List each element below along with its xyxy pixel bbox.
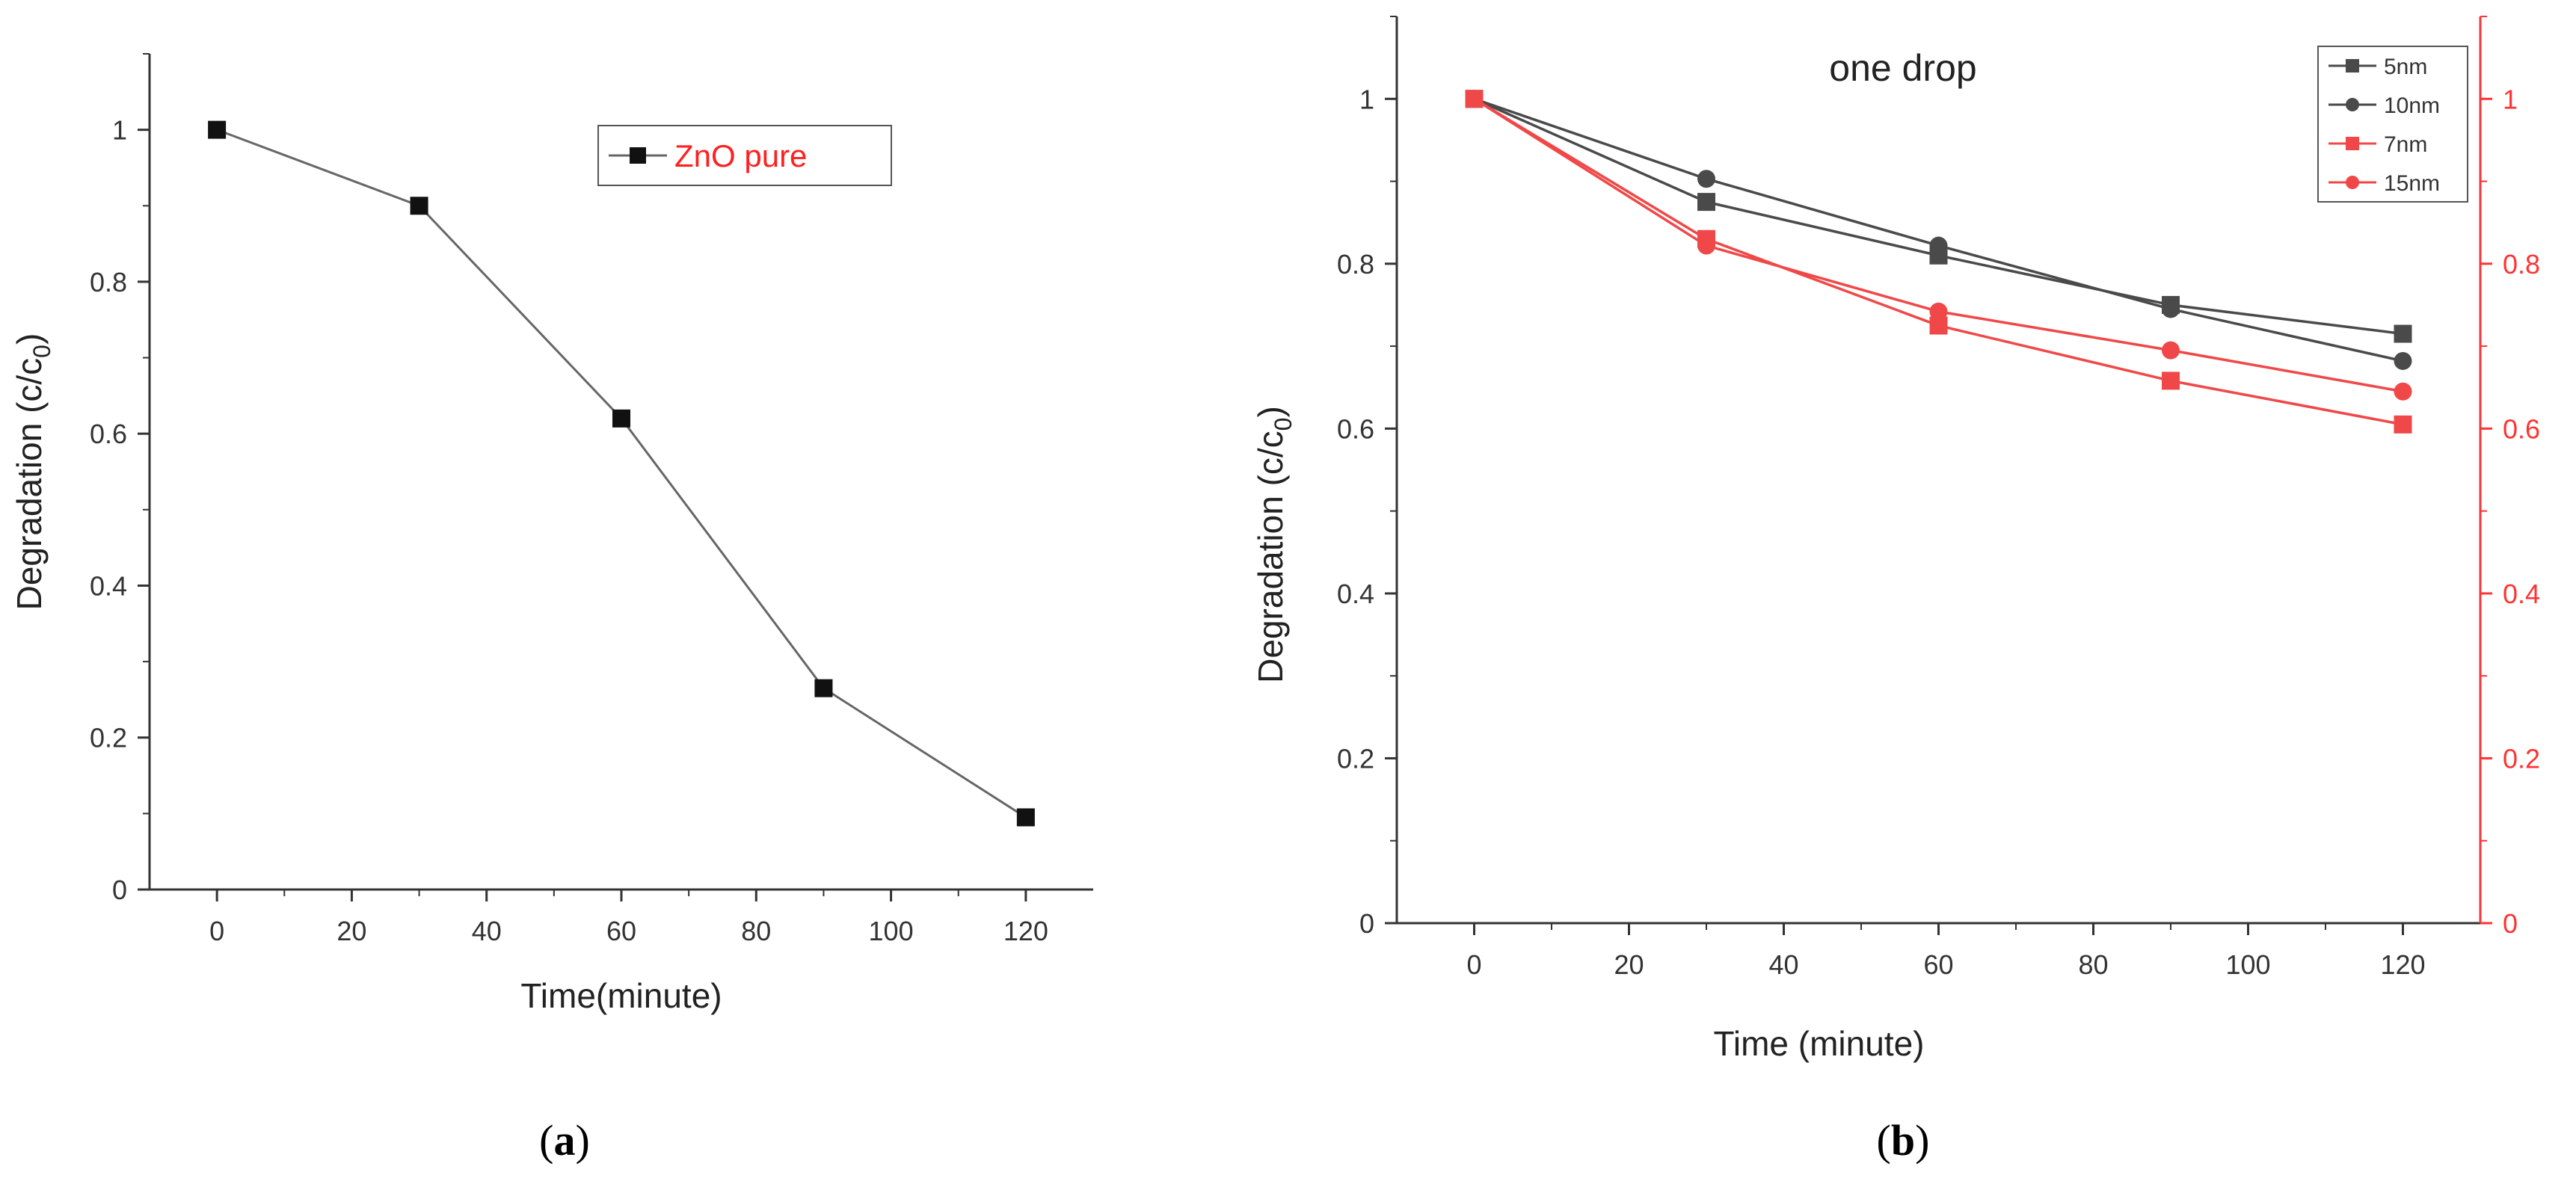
legend-label: 7nm [2384, 132, 2427, 157]
y-axis-label-close: ) [1251, 406, 1290, 417]
data-point [2394, 351, 2412, 370]
data-point [1929, 302, 1948, 321]
panel-label-open: ( [539, 1116, 553, 1165]
legend-marker [2346, 137, 2359, 150]
panel-label-open: ( [1877, 1116, 1891, 1165]
panel-label-close: ) [576, 1116, 590, 1165]
series-zno-pure [208, 120, 1035, 827]
y-tick-label: 0.8 [1337, 249, 1374, 280]
data-point [2162, 300, 2180, 318]
legend-label: ZnO pure [674, 138, 807, 173]
y2-tick-label: 0.4 [2503, 579, 2540, 609]
x-tick-label: 40 [472, 916, 502, 946]
data-point [1697, 236, 1715, 255]
y2-tick-label: 0.2 [2503, 743, 2540, 774]
y-tick-label: 0.2 [90, 723, 127, 753]
y-tick-label: 0.2 [1337, 743, 1374, 774]
panel-label-letter: a [554, 1116, 576, 1165]
legend-label: 5nm [2384, 55, 2427, 79]
y-tick-label: 0 [1359, 908, 1374, 939]
data-point [2162, 372, 2180, 390]
y-axis-label-main: Degradation (c/c [1251, 431, 1290, 683]
x-tick-label: 80 [741, 916, 771, 946]
data-point [1697, 170, 1715, 188]
y2-tick-label: 0.8 [2503, 249, 2540, 280]
series-15nm [1465, 90, 2412, 401]
y-axis-label-main: Degradation (c/c [10, 358, 49, 611]
data-point [814, 679, 833, 697]
x-axis-label: Time (minute) [1714, 1024, 1925, 1063]
data-point [1929, 236, 1948, 255]
x-tick-label: 20 [1614, 949, 1644, 980]
data-point [2394, 415, 2412, 434]
data-point [208, 120, 227, 139]
data-point [1016, 808, 1035, 827]
x-tick-label: 120 [1003, 916, 1048, 946]
y-axis-label: Degradation (c/c0) [1251, 406, 1297, 683]
chart-panel-a: 0 20 40 60 80 100 120 0 0.2 0.4 0.6 0.8 1 ZnO pure Tim… [10, 53, 1093, 1165]
panel-label-close: ) [1915, 1116, 1929, 1165]
legend-marker [2346, 98, 2359, 111]
x-tick-label: 60 [1923, 949, 1953, 980]
x-tick-label: 40 [1768, 949, 1798, 980]
series-line [216, 129, 1027, 819]
x-tick-label: 80 [2078, 949, 2108, 980]
x-tick-label: 0 [209, 916, 224, 946]
y-axis-label: Degradation (c/c0) [10, 333, 55, 611]
data-point [2394, 382, 2412, 401]
y-tick-label: 0.8 [90, 267, 127, 298]
data-point [612, 409, 630, 428]
y-axis-label-close: ) [10, 333, 49, 345]
data-point [2162, 341, 2180, 360]
legend-label: 10nm [2384, 93, 2440, 118]
x-axis-label: Time(minute) [520, 976, 722, 1015]
y-tick-label: 0 [112, 875, 127, 905]
panel-label-letter: b [1891, 1116, 1915, 1165]
y2-tick-label: 1 [2503, 84, 2518, 114]
x-tick-label: 60 [606, 916, 636, 946]
data-point [1465, 90, 1484, 108]
legend-box [2317, 46, 2468, 203]
panel-label: (b) [1877, 1116, 1930, 1165]
y-tick-label: 0.6 [90, 419, 127, 449]
legend-label: 15nm [2384, 171, 2440, 196]
legend-marker [630, 147, 646, 164]
data-point [410, 197, 428, 215]
legend: 5nm 10nm 7nm 15nm [2317, 46, 2468, 203]
x-tick-label: 120 [2380, 949, 2425, 980]
y-axis-label-subscript: 0 [1270, 418, 1297, 431]
x-tick-label: 0 [1466, 949, 1481, 980]
data-point [1697, 193, 1715, 212]
legend: ZnO pure [597, 125, 892, 186]
chart-panel-b: 0 20 40 60 80 100 120 0 0.2 0.4 0.6 0.8 1 0 0.2 0.4 0.6 0… [1251, 16, 2540, 1165]
series-10nm [1465, 90, 2412, 370]
y2-tick-label: 0.6 [2503, 413, 2540, 444]
legend-marker [2346, 176, 2359, 189]
x-tick-label: 20 [336, 916, 366, 946]
y-tick-label: 1 [112, 115, 127, 146]
x-tick-label: 100 [869, 916, 914, 946]
chart-title: one drop [1829, 47, 1976, 89]
legend-marker [2346, 59, 2359, 73]
panel-label: (a) [539, 1116, 590, 1165]
y-tick-label: 0.4 [90, 570, 127, 601]
y2-tick-label: 0 [2503, 908, 2518, 939]
x-tick-label: 100 [2225, 949, 2270, 980]
y-tick-label: 0.6 [1337, 413, 1374, 444]
data-point [2394, 324, 2412, 343]
y-tick-label: 0.4 [1337, 579, 1374, 609]
series-line [1473, 97, 2403, 336]
y-tick-label: 1 [1359, 84, 1374, 114]
y-axis-label-subscript: 0 [28, 345, 55, 358]
